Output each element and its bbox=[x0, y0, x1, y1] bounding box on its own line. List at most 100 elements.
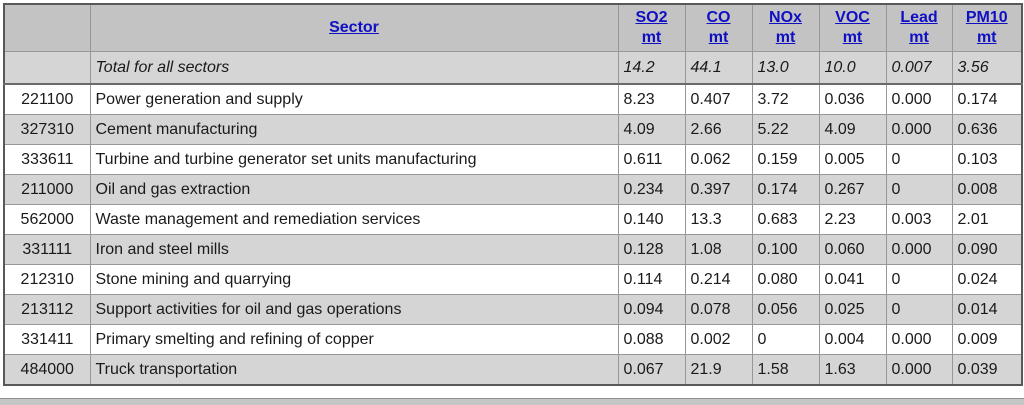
co-unit: mt bbox=[708, 29, 729, 46]
sector-name-cell: Truck transportation bbox=[89, 354, 619, 386]
code-column-header bbox=[3, 3, 91, 52]
header-row: Sector SO2 mt CO mt NOx mt VOC mt Lead mt bbox=[3, 3, 1023, 52]
table-body: Total for all sectors 14.2 44.1 13.0 10.… bbox=[3, 51, 1023, 386]
lead-value-cell: 0 bbox=[885, 174, 953, 205]
total-so2-value: 14.2 bbox=[617, 51, 686, 85]
pm10-value-cell: 0.090 bbox=[951, 234, 1023, 265]
total-nox-value: 13.0 bbox=[751, 51, 820, 85]
so2-sort-link[interactable]: SO2 mt bbox=[635, 8, 667, 48]
so2-value-cell: 0.088 bbox=[617, 324, 686, 355]
co-value-cell: 2.66 bbox=[684, 114, 753, 145]
nox-unit: mt bbox=[775, 29, 796, 46]
pm10-sort-link[interactable]: PM10 mt bbox=[966, 8, 1008, 48]
so2-value-cell: 0.114 bbox=[617, 264, 686, 295]
total-code-cell bbox=[3, 51, 91, 85]
lead-value-cell: 0.000 bbox=[885, 324, 953, 355]
co-value-cell: 0.078 bbox=[684, 294, 753, 325]
pm10-value-cell: 0.039 bbox=[951, 354, 1023, 386]
sector-code-cell: 562000 bbox=[3, 204, 91, 235]
voc-label: VOC bbox=[835, 9, 870, 26]
nox-value-cell: 5.22 bbox=[751, 114, 820, 145]
co-value-cell: 0.062 bbox=[684, 144, 753, 175]
sector-code-cell: 213112 bbox=[3, 294, 91, 325]
sector-sort-link[interactable]: Sector bbox=[329, 19, 379, 36]
voc-value-cell: 0.267 bbox=[818, 174, 887, 205]
sector-column-header: Sector bbox=[89, 3, 619, 52]
co-value-cell: 0.002 bbox=[684, 324, 753, 355]
nox-sort-link[interactable]: NOx mt bbox=[769, 8, 802, 48]
nox-value-cell: 0.683 bbox=[751, 204, 820, 235]
voc-value-cell: 0.004 bbox=[818, 324, 887, 355]
so2-column-header: SO2 mt bbox=[617, 3, 686, 52]
lead-value-cell: 0 bbox=[885, 294, 953, 325]
co-column-header: CO mt bbox=[684, 3, 753, 52]
sector-name-cell: Power generation and supply bbox=[89, 83, 619, 115]
sector-name-cell: Cement manufacturing bbox=[89, 114, 619, 145]
co-sort-link[interactable]: CO mt bbox=[707, 8, 731, 48]
lead-sort-link[interactable]: Lead mt bbox=[900, 8, 937, 48]
sector-name-cell: Waste management and remediation service… bbox=[89, 204, 619, 235]
voc-value-cell: 0.036 bbox=[818, 83, 887, 115]
nox-value-cell: 0 bbox=[751, 324, 820, 355]
nox-value-cell: 0.174 bbox=[751, 174, 820, 205]
sector-code-cell: 331411 bbox=[3, 324, 91, 355]
total-row: Total for all sectors 14.2 44.1 13.0 10.… bbox=[3, 51, 1023, 85]
co-label: CO bbox=[706, 9, 731, 26]
voc-value-cell: 0.025 bbox=[818, 294, 887, 325]
sector-name-cell: Turbine and turbine generator set units … bbox=[89, 144, 619, 175]
pm10-value-cell: 2.01 bbox=[951, 204, 1023, 235]
pm10-value-cell: 0.024 bbox=[951, 264, 1023, 295]
lead-column-header: Lead mt bbox=[885, 3, 953, 52]
table-row: 331411 Primary smelting and refining of c… bbox=[3, 324, 1023, 355]
co-value-cell: 13.3 bbox=[684, 204, 753, 235]
lead-value-cell: 0.000 bbox=[885, 234, 953, 265]
sector-code-cell: 484000 bbox=[3, 354, 91, 386]
table-row: 212310 Stone mining and quarrying 0.114 0.2… bbox=[3, 264, 1023, 295]
voc-value-cell: 0.005 bbox=[818, 144, 887, 175]
voc-value-cell: 0.041 bbox=[818, 264, 887, 295]
nox-value-cell: 3.72 bbox=[751, 83, 820, 115]
so2-value-cell: 0.067 bbox=[617, 354, 686, 386]
lead-value-cell: 0.000 bbox=[885, 354, 953, 386]
co-value-cell: 0.214 bbox=[684, 264, 753, 295]
table-row: 333611 Turbine and turbine generator set … bbox=[3, 144, 1023, 175]
sector-name-cell: Primary smelting and refining of copper bbox=[89, 324, 619, 355]
table-row: 484000 Truck transportation 0.067 21.9 1.58 1… bbox=[3, 354, 1023, 386]
pm10-unit: mt bbox=[976, 29, 997, 46]
lead-value-cell: 0 bbox=[885, 264, 953, 295]
table-row: 327310 Cement manufacturing 4.09 2.66 5.22 4.… bbox=[3, 114, 1023, 145]
sector-code-cell: 212310 bbox=[3, 264, 91, 295]
lead-value-cell: 0 bbox=[885, 144, 953, 175]
sector-code-cell: 333611 bbox=[3, 144, 91, 175]
lead-value-cell: 0.000 bbox=[885, 83, 953, 115]
table-row: 562000 Waste management and remediation s… bbox=[3, 204, 1023, 235]
co-value-cell: 0.397 bbox=[684, 174, 753, 205]
so2-value-cell: 0.128 bbox=[617, 234, 686, 265]
co-value-cell: 0.407 bbox=[684, 83, 753, 115]
so2-value-cell: 0.611 bbox=[617, 144, 686, 175]
so2-label: SO2 bbox=[635, 9, 668, 26]
cutoff-row-strip bbox=[0, 398, 1024, 405]
lead-value-cell: 0.000 bbox=[885, 114, 953, 145]
pm10-value-cell: 0.636 bbox=[951, 114, 1023, 145]
pm10-value-cell: 0.174 bbox=[951, 83, 1023, 115]
total-label: Total for all sectors bbox=[89, 51, 619, 85]
pm10-value-cell: 0.009 bbox=[951, 324, 1023, 355]
pm10-value-cell: 0.008 bbox=[951, 174, 1023, 205]
nox-value-cell: 0.056 bbox=[751, 294, 820, 325]
co-value-cell: 21.9 bbox=[684, 354, 753, 386]
total-lead-value: 0.007 bbox=[885, 51, 953, 85]
sector-code-cell: 327310 bbox=[3, 114, 91, 145]
table-row: 331111 Iron and steel mills 0.128 1.08 0.100… bbox=[3, 234, 1023, 265]
sector-name-cell: Stone mining and quarrying bbox=[89, 264, 619, 295]
so2-unit: mt bbox=[641, 29, 662, 46]
sector-code-cell: 331111 bbox=[3, 234, 91, 265]
nox-value-cell: 0.159 bbox=[751, 144, 820, 175]
total-pm10-value: 3.56 bbox=[951, 51, 1023, 85]
voc-sort-link[interactable]: VOC mt bbox=[835, 8, 870, 48]
lead-label: Lead bbox=[900, 9, 938, 26]
sector-code-cell: 211000 bbox=[3, 174, 91, 205]
pm10-label: PM10 bbox=[965, 9, 1008, 26]
sector-name-cell: Support activities for oil and gas opera… bbox=[89, 294, 619, 325]
total-voc-value: 10.0 bbox=[818, 51, 887, 85]
